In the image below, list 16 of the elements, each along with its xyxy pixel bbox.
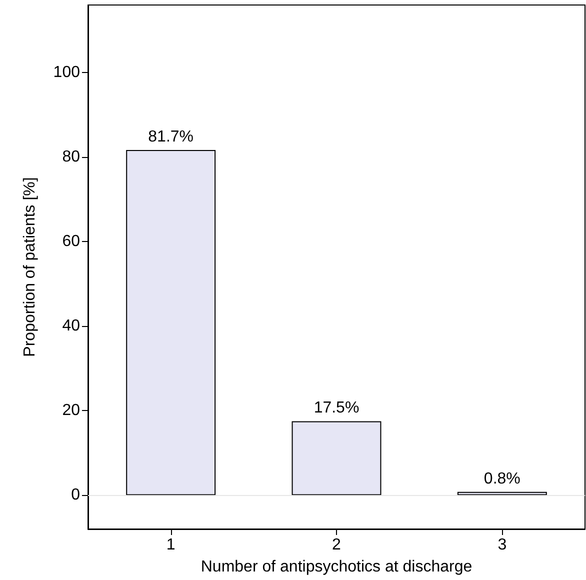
data-label: 81.7%: [148, 128, 194, 146]
x-tick-label: 3: [498, 536, 507, 554]
x-axis-title: Number of antipsychotics at discharge: [200, 558, 472, 576]
y-tick-label: 60: [62, 233, 80, 250]
data-label: 0.8%: [484, 470, 520, 488]
y-tick-label: 0: [71, 486, 80, 504]
bar: [292, 421, 382, 496]
x-tick-label: 1: [166, 536, 176, 554]
y-tick-label: 80: [62, 148, 80, 166]
y-tick-label: 100: [53, 64, 80, 82]
y-axis-title: Proportion of patients [%]: [22, 177, 38, 357]
y-tick-label: 40: [62, 318, 80, 335]
bar: [126, 150, 216, 496]
x-tick-label: 2: [332, 536, 342, 554]
data-label: 17.5%: [314, 400, 360, 417]
y-tick-label: 20: [62, 402, 80, 420]
